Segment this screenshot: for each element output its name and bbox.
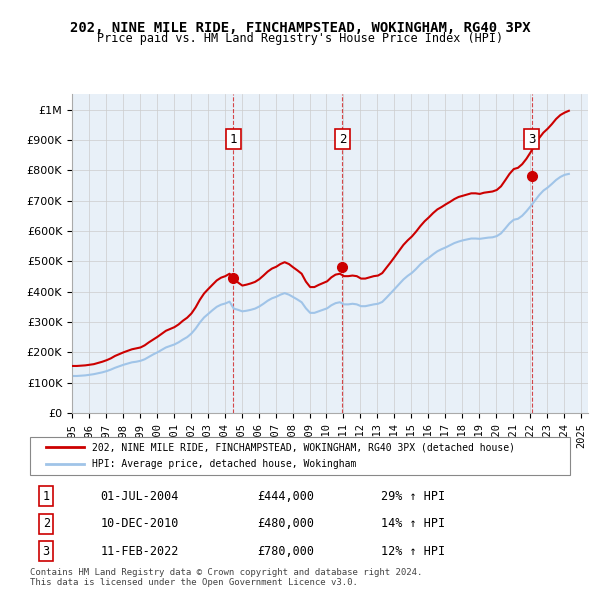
Text: £480,000: £480,000 xyxy=(257,517,314,530)
Text: £780,000: £780,000 xyxy=(257,545,314,558)
Text: 2: 2 xyxy=(43,517,50,530)
Text: HPI: Average price, detached house, Wokingham: HPI: Average price, detached house, Woki… xyxy=(92,459,356,469)
Text: 14% ↑ HPI: 14% ↑ HPI xyxy=(381,517,445,530)
Text: Contains HM Land Registry data © Crown copyright and database right 2024.
This d: Contains HM Land Registry data © Crown c… xyxy=(30,568,422,587)
FancyBboxPatch shape xyxy=(30,437,570,475)
Text: 1: 1 xyxy=(43,490,50,503)
Text: 2: 2 xyxy=(338,133,346,146)
Text: 202, NINE MILE RIDE, FINCHAMPSTEAD, WOKINGHAM, RG40 3PX: 202, NINE MILE RIDE, FINCHAMPSTEAD, WOKI… xyxy=(70,21,530,35)
Text: 12% ↑ HPI: 12% ↑ HPI xyxy=(381,545,445,558)
Text: 11-FEB-2022: 11-FEB-2022 xyxy=(100,545,179,558)
Text: 202, NINE MILE RIDE, FINCHAMPSTEAD, WOKINGHAM, RG40 3PX (detached house): 202, NINE MILE RIDE, FINCHAMPSTEAD, WOKI… xyxy=(92,442,515,453)
Text: 10-DEC-2010: 10-DEC-2010 xyxy=(100,517,179,530)
Text: 01-JUL-2004: 01-JUL-2004 xyxy=(100,490,179,503)
Text: 3: 3 xyxy=(528,133,536,146)
Text: Price paid vs. HM Land Registry's House Price Index (HPI): Price paid vs. HM Land Registry's House … xyxy=(97,32,503,45)
Text: 1: 1 xyxy=(229,133,237,146)
Text: 29% ↑ HPI: 29% ↑ HPI xyxy=(381,490,445,503)
Text: 3: 3 xyxy=(43,545,50,558)
Text: £444,000: £444,000 xyxy=(257,490,314,503)
